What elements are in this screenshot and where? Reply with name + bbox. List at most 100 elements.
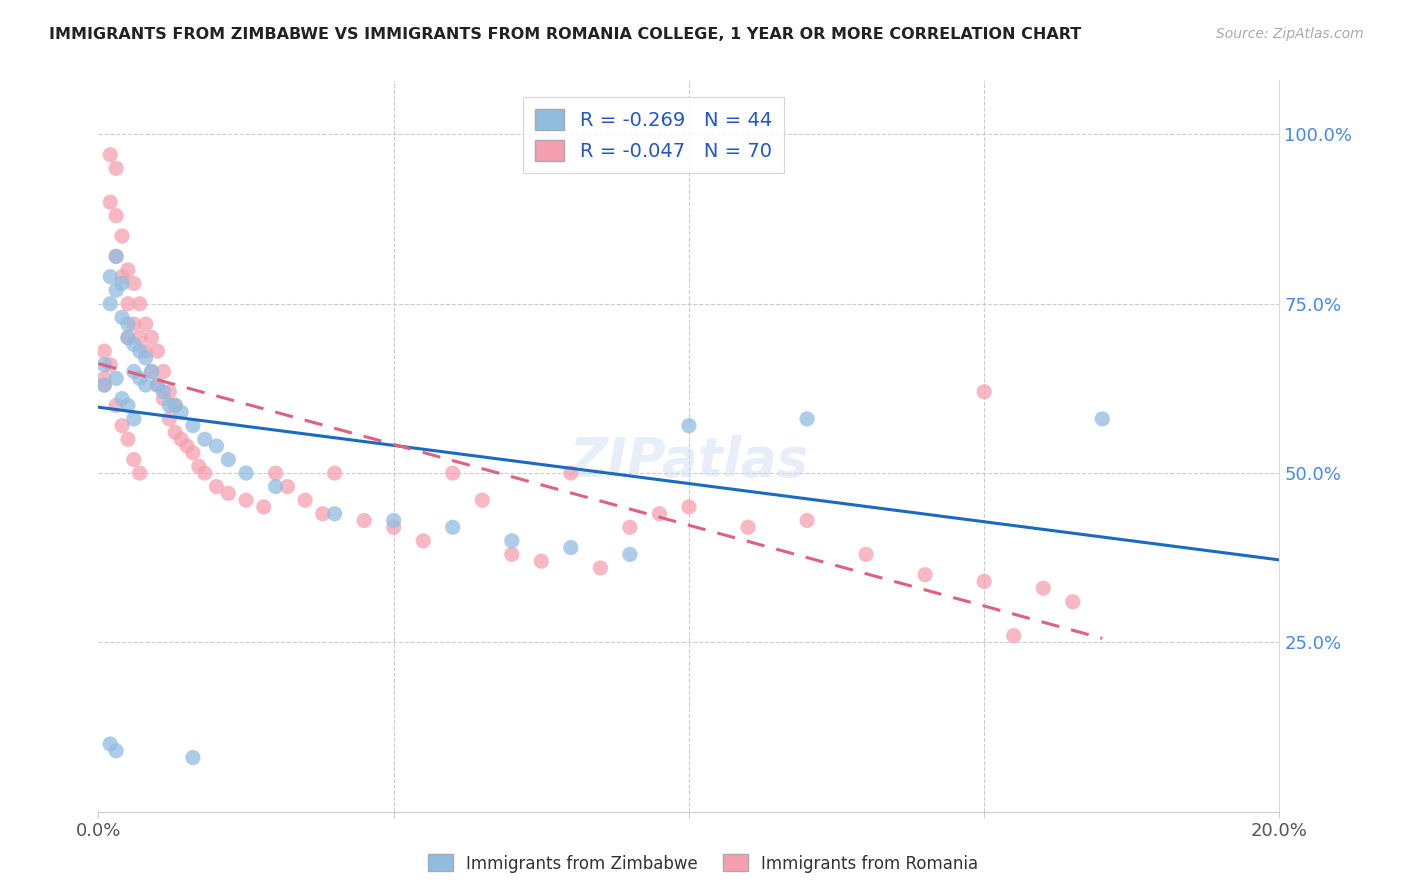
Point: [382, 520, 405, 534]
Point: [181, 750, 204, 764]
Point: [117, 317, 139, 331]
Point: [323, 507, 346, 521]
Point: [117, 297, 139, 311]
Point: [98, 737, 121, 751]
Point: [135, 317, 157, 331]
Point: [122, 337, 145, 351]
Point: [98, 297, 121, 311]
Point: [560, 466, 582, 480]
Point: [98, 269, 121, 284]
Point: [217, 486, 239, 500]
Point: [122, 317, 145, 331]
Point: [170, 432, 193, 446]
Point: [98, 148, 121, 162]
Point: [135, 378, 157, 392]
Point: [105, 249, 128, 263]
Point: [1091, 412, 1114, 426]
Point: [187, 459, 209, 474]
Point: [181, 446, 204, 460]
Point: [796, 412, 818, 426]
Point: [312, 507, 335, 521]
Point: [111, 392, 134, 406]
Point: [323, 466, 346, 480]
Point: [152, 364, 174, 378]
Legend: Immigrants from Zimbabwe, Immigrants from Romania: Immigrants from Zimbabwe, Immigrants fro…: [420, 847, 986, 880]
Point: [678, 418, 700, 433]
Point: [441, 466, 464, 480]
Text: Source: ZipAtlas.com: Source: ZipAtlas.com: [1216, 27, 1364, 41]
Point: [157, 412, 180, 426]
Point: [217, 452, 239, 467]
Point: [194, 432, 217, 446]
Point: [165, 425, 187, 440]
Point: [501, 533, 523, 548]
Point: [141, 331, 163, 345]
Point: [914, 567, 936, 582]
Point: [973, 384, 995, 399]
Point: [128, 466, 150, 480]
Point: [152, 392, 174, 406]
Point: [105, 283, 128, 297]
Point: [157, 384, 180, 399]
Text: ZIPatlas: ZIPatlas: [569, 434, 808, 487]
Point: [589, 561, 612, 575]
Point: [648, 507, 671, 521]
Text: IMMIGRANTS FROM ZIMBABWE VS IMMIGRANTS FROM ROMANIA COLLEGE, 1 YEAR OR MORE CORR: IMMIGRANTS FROM ZIMBABWE VS IMMIGRANTS F…: [49, 27, 1081, 42]
Point: [93, 371, 115, 385]
Point: [264, 466, 287, 480]
Point: [93, 358, 115, 372]
Point: [165, 398, 187, 412]
Point: [264, 480, 287, 494]
Point: [412, 533, 434, 548]
Point: [619, 547, 641, 561]
Point: [98, 195, 121, 210]
Point: [382, 514, 405, 528]
Point: [105, 249, 128, 263]
Point: [117, 432, 139, 446]
Point: [165, 398, 187, 412]
Point: [235, 493, 257, 508]
Point: [141, 364, 163, 378]
Point: [111, 229, 134, 244]
Point: [111, 418, 134, 433]
Point: [1002, 629, 1025, 643]
Point: [111, 277, 134, 291]
Point: [135, 344, 157, 359]
Point: [973, 574, 995, 589]
Point: [105, 744, 128, 758]
Point: [128, 344, 150, 359]
Point: [128, 371, 150, 385]
Point: [122, 452, 145, 467]
Point: [93, 344, 115, 359]
Point: [105, 209, 128, 223]
Point: [560, 541, 582, 555]
Point: [170, 405, 193, 419]
Point: [205, 480, 228, 494]
Point: [93, 378, 115, 392]
Point: [117, 331, 139, 345]
Point: [205, 439, 228, 453]
Point: [1062, 595, 1084, 609]
Point: [128, 331, 150, 345]
Point: [105, 161, 128, 176]
Point: [105, 371, 128, 385]
Point: [530, 554, 553, 568]
Point: [441, 520, 464, 534]
Point: [181, 418, 204, 433]
Point: [122, 364, 145, 378]
Point: [146, 378, 169, 392]
Point: [294, 493, 316, 508]
Point: [93, 378, 115, 392]
Point: [152, 384, 174, 399]
Point: [117, 263, 139, 277]
Point: [796, 514, 818, 528]
Point: [276, 480, 298, 494]
Point: [141, 364, 163, 378]
Point: [501, 547, 523, 561]
Point: [176, 439, 198, 453]
Point: [194, 466, 217, 480]
Point: [117, 331, 139, 345]
Point: [122, 277, 145, 291]
Point: [678, 500, 700, 514]
Point: [353, 514, 375, 528]
